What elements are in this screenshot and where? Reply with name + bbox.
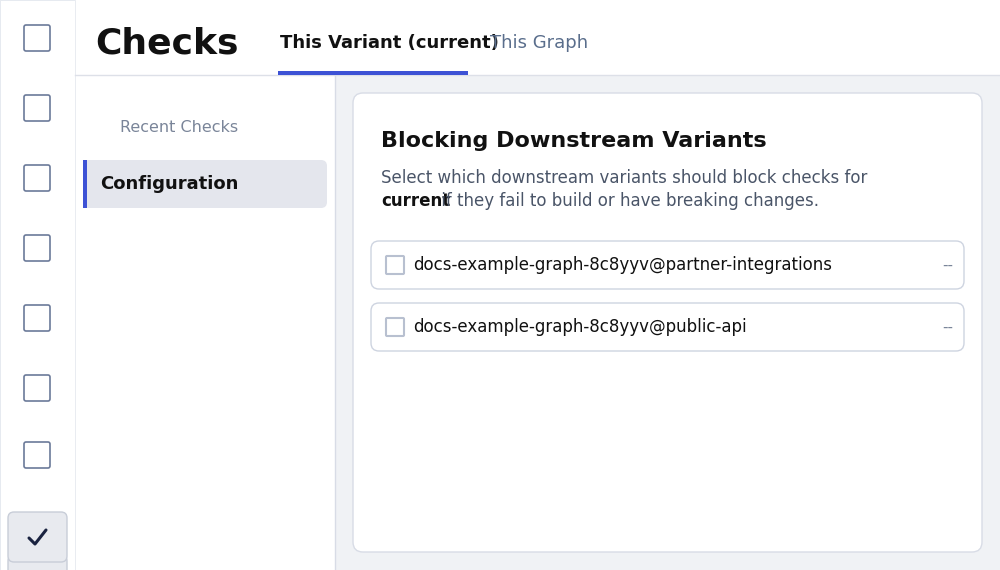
Text: --: --: [942, 258, 953, 272]
Text: if they fail to build or have breaking changes.: if they fail to build or have breaking c…: [436, 192, 819, 210]
Text: docs-example-graph-8c8yyv@public-api: docs-example-graph-8c8yyv@public-api: [413, 318, 747, 336]
Text: This Graph: This Graph: [490, 34, 588, 52]
Bar: [83, 160, 87, 208]
Bar: [75, 75, 335, 570]
Text: Recent Checks: Recent Checks: [120, 120, 238, 135]
FancyBboxPatch shape: [8, 512, 67, 562]
FancyBboxPatch shape: [83, 160, 327, 208]
Text: Blocking Downstream Variants: Blocking Downstream Variants: [381, 131, 767, 151]
Bar: [75, 0, 1000, 75]
FancyBboxPatch shape: [386, 256, 404, 274]
FancyBboxPatch shape: [371, 241, 964, 289]
Bar: [278, 71, 468, 75]
Text: --: --: [942, 320, 953, 335]
Text: docs-example-graph-8c8yyv@partner-integrations: docs-example-graph-8c8yyv@partner-integr…: [413, 256, 832, 274]
FancyBboxPatch shape: [8, 555, 67, 570]
Text: current: current: [381, 192, 450, 210]
FancyBboxPatch shape: [353, 93, 982, 552]
Text: Select which downstream variants should block checks for: Select which downstream variants should …: [381, 169, 867, 187]
Text: This Variant (current): This Variant (current): [280, 34, 499, 52]
Bar: [0, 0, 75, 570]
FancyBboxPatch shape: [371, 303, 964, 351]
Text: Configuration: Configuration: [100, 175, 238, 193]
FancyBboxPatch shape: [386, 318, 404, 336]
Text: Checks: Checks: [95, 26, 239, 60]
